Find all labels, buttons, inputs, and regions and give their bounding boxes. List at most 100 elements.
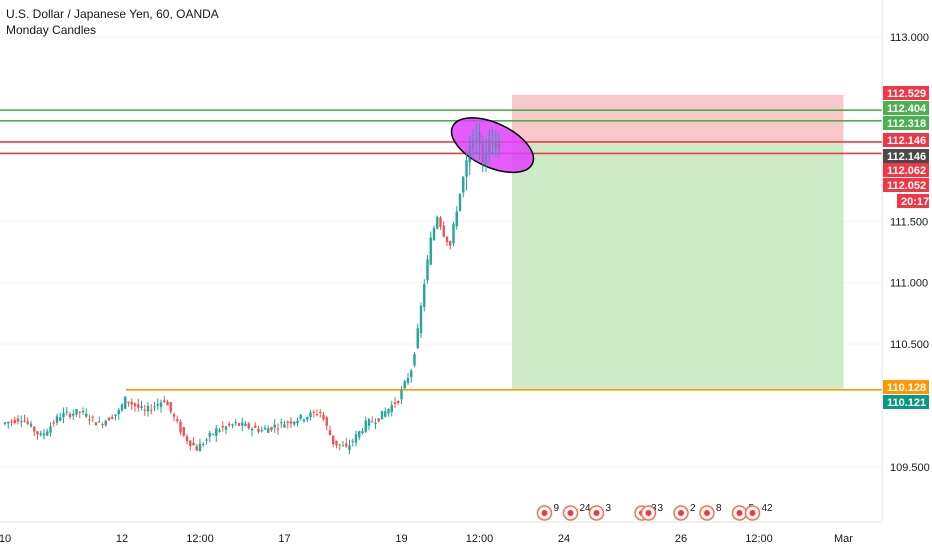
candle-body [254, 425, 257, 428]
time-axis-label: 26 [675, 533, 687, 545]
candle-body [10, 421, 13, 423]
candle-body [455, 211, 458, 227]
event-marker[interactable]: 3 [588, 503, 612, 521]
candle-body [81, 411, 85, 413]
candle-body [403, 381, 406, 389]
candle-body [133, 403, 137, 407]
price-tag-label: 112.062 [887, 165, 926, 177]
candle-body [406, 377, 410, 383]
price-tag-label: 112.318 [887, 118, 926, 130]
candle-body [228, 423, 231, 426]
candle-body [205, 439, 208, 441]
event-count: 3 [606, 503, 612, 514]
candle-body [358, 431, 361, 438]
candle-body [224, 426, 228, 430]
candle-body [78, 411, 81, 413]
event-marker[interactable]: 9 [536, 503, 560, 521]
event-marker[interactable]: 8 [699, 503, 722, 521]
candle-body [192, 442, 195, 446]
candle-body [150, 410, 153, 412]
price-tag: 112.146 [883, 133, 929, 147]
candle-body [55, 416, 59, 423]
time-axis-label: 12 [116, 533, 128, 545]
candle-body [348, 445, 351, 451]
event-dot [678, 510, 684, 516]
candle-body [442, 225, 445, 237]
time-axis-label: 10 [0, 533, 11, 545]
candle-body [215, 428, 218, 436]
candle-body [400, 389, 403, 400]
candle-body [263, 427, 267, 430]
candle-body [62, 412, 65, 418]
price-tag-bg [883, 380, 929, 394]
event-dot [736, 510, 743, 516]
candle-body [267, 428, 270, 433]
candle-body [111, 416, 114, 419]
candle-body [364, 420, 367, 432]
candle-body [231, 424, 234, 426]
event-marker[interactable]: 2 [673, 503, 696, 521]
candle-body [367, 419, 371, 426]
candle-body [211, 433, 215, 435]
price-tag-label: 112.529 [887, 88, 926, 100]
candle-body [140, 406, 143, 408]
candle-body [241, 422, 244, 426]
price-tag-bg [883, 116, 929, 130]
price-tag-label: 112.146 [887, 151, 926, 163]
candle-body [163, 400, 166, 402]
candle-body [52, 422, 55, 424]
candle-body [380, 411, 384, 420]
event-marker[interactable]: 42 [744, 503, 774, 521]
candle-body [338, 444, 341, 446]
candle-body [104, 420, 107, 426]
candle-body [137, 404, 140, 408]
event-count: 8 [716, 503, 722, 514]
candle-body [423, 284, 426, 307]
price-axis-label: 109.500 [890, 462, 930, 474]
candle-body [270, 427, 273, 431]
price-tag-label: 110.121 [887, 397, 926, 409]
candle-body [75, 408, 78, 415]
event-marker[interactable]: 24 [562, 503, 592, 521]
candle-body [36, 431, 39, 435]
candle-body [413, 353, 416, 366]
chart-legend: U.S. Dollar / Japanese Yen, 60, OANDA Mo… [6, 6, 219, 38]
candle-body [322, 414, 325, 420]
candle-body [377, 418, 380, 422]
price-tag-bg [883, 163, 929, 177]
candle-body [299, 414, 302, 419]
candle-body [49, 426, 52, 433]
candle-body [26, 421, 29, 424]
candle-body [354, 434, 358, 443]
candle-body [130, 401, 133, 405]
candle-body [302, 419, 306, 421]
candle-body [39, 433, 42, 436]
candle-body [293, 421, 296, 425]
candle-body [13, 419, 16, 424]
candle-body [312, 411, 315, 413]
candle-body [68, 413, 72, 418]
price-tag-label: 112.404 [887, 103, 927, 115]
price-axis-label: 113.000 [890, 32, 929, 44]
candle-body [462, 177, 465, 193]
price-tag-label: 112.146 [887, 135, 926, 147]
candle-body [221, 426, 224, 428]
candle-body [416, 328, 419, 348]
event-marker[interactable]: 3 [640, 503, 664, 521]
candle-body [65, 411, 68, 413]
stop-loss-zone[interactable] [512, 94, 844, 142]
price-tag-bg [883, 86, 929, 100]
candle-body [179, 421, 182, 433]
candle-body [397, 400, 400, 404]
candle-body [449, 240, 452, 246]
candle-body [432, 227, 436, 240]
candle-body [166, 401, 169, 406]
chart-subtitle: Monday Candles [6, 23, 97, 37]
time-axis-label: 12:00 [745, 533, 773, 545]
candle-body [289, 421, 293, 424]
take-profit-zone[interactable] [512, 141, 844, 390]
price-tag-bg [883, 149, 929, 163]
candle-body [143, 409, 146, 411]
